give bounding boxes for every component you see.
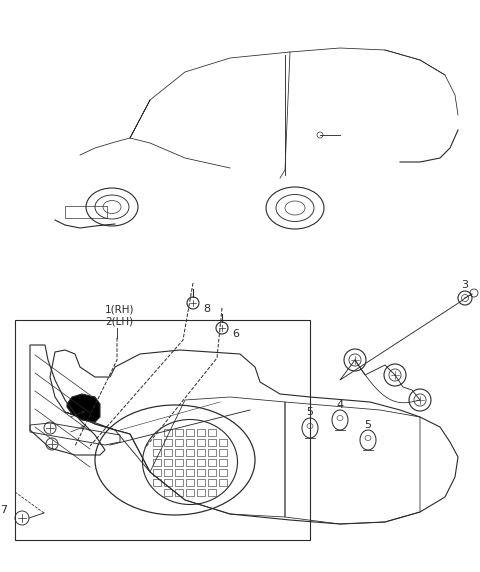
Bar [186,459,194,466]
Polygon shape [67,394,100,422]
Bar [164,449,172,456]
Bar [175,429,183,436]
Bar [208,459,216,466]
Bar [164,469,172,476]
Bar [186,429,194,436]
Bar [197,489,205,496]
Bar [219,479,227,486]
Bar [153,459,161,466]
Text: 6: 6 [232,329,239,339]
Text: 5: 5 [364,420,372,430]
Bar [153,439,161,446]
Bar [175,489,183,496]
Text: 5: 5 [307,407,313,417]
Bar [186,489,194,496]
Bar [197,469,205,476]
Bar [208,439,216,446]
Bar [208,469,216,476]
Bar [175,459,183,466]
Bar [153,479,161,486]
Bar [15,320,310,540]
Bar [186,449,194,456]
Bar [197,429,205,436]
Text: 1(RH): 1(RH) [105,304,134,314]
Bar [197,459,205,466]
Bar [197,479,205,486]
Bar [153,469,161,476]
Bar [164,489,172,496]
Bar [186,479,194,486]
Bar [219,449,227,456]
Bar [219,459,227,466]
Bar [175,469,183,476]
Bar [208,429,216,436]
Bar [164,479,172,486]
Bar [153,449,161,456]
Bar [208,449,216,456]
Bar [186,439,194,446]
Bar [197,439,205,446]
Bar [164,459,172,466]
Bar [208,489,216,496]
Bar [219,439,227,446]
Bar [175,449,183,456]
Text: 8: 8 [203,304,210,314]
Bar [208,479,216,486]
Bar [175,479,183,486]
Text: 4: 4 [336,400,344,410]
Bar [219,469,227,476]
Bar [164,429,172,436]
Bar [197,449,205,456]
Text: 3: 3 [461,280,468,290]
Bar [175,439,183,446]
Bar [186,469,194,476]
Bar [65,206,107,218]
Bar [164,439,172,446]
Text: 2(LH): 2(LH) [105,316,133,326]
Text: 7: 7 [0,505,8,515]
